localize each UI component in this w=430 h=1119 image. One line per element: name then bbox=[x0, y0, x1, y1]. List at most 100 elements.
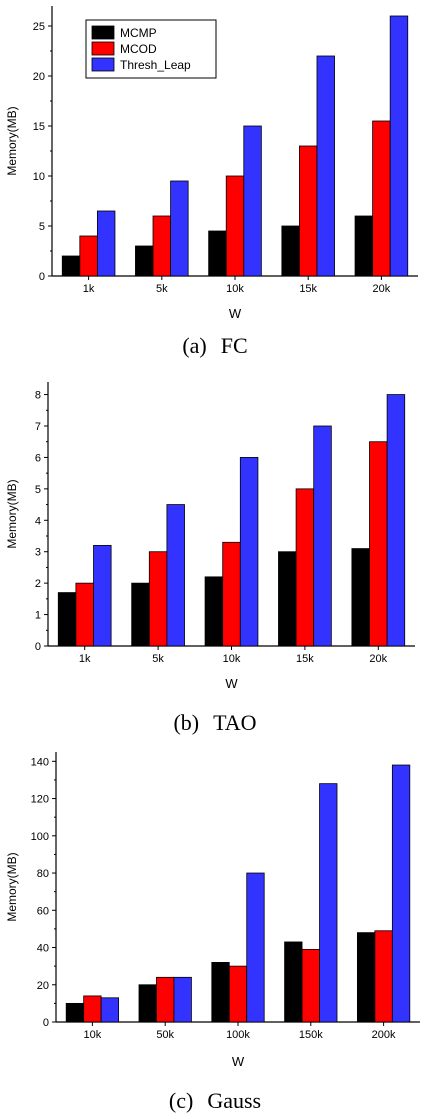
bar-mcod bbox=[369, 441, 388, 647]
x-tick-label: 15k bbox=[299, 283, 317, 295]
y-tick-label: 80 bbox=[37, 868, 49, 880]
bar-mcmp bbox=[135, 245, 154, 277]
legend-entry: Thresh_Leap bbox=[120, 58, 191, 72]
x-tick-label: 50k bbox=[156, 1029, 174, 1041]
bar-mcmp bbox=[65, 1002, 85, 1023]
y-tick-label: 3 bbox=[35, 547, 41, 559]
bar-mcmp bbox=[131, 582, 150, 647]
caption-fc: (a) FC bbox=[0, 333, 430, 359]
y-tick-label: 5 bbox=[35, 484, 41, 496]
caption-name: TAO bbox=[213, 710, 257, 735]
bar-mcmp bbox=[278, 551, 297, 647]
y-axis-label: Memory(MB) bbox=[5, 106, 19, 175]
x-tick-label: 15k bbox=[296, 653, 314, 665]
y-axis-label: Memory(MB) bbox=[5, 479, 19, 548]
bar-thresh_leap bbox=[100, 997, 120, 1023]
y-tick-label: 140 bbox=[31, 756, 49, 768]
bar-mcmp bbox=[351, 548, 370, 647]
bar-mcod bbox=[152, 215, 171, 277]
y-tick-label: 60 bbox=[37, 905, 49, 917]
bar-thresh_leap bbox=[243, 125, 262, 277]
x-tick-label: 10k bbox=[226, 283, 244, 295]
bar-thresh_leap bbox=[389, 15, 409, 277]
x-tick-label: 100k bbox=[226, 1029, 250, 1041]
bar-mcod bbox=[148, 551, 168, 647]
x-tick-label: 150k bbox=[299, 1029, 323, 1041]
caption-label: (c) bbox=[168, 1088, 194, 1113]
bar-mcmp bbox=[354, 215, 374, 277]
x-tick-label: 5k bbox=[152, 653, 164, 665]
bar-mcmp bbox=[61, 255, 81, 277]
y-tick-label: 6 bbox=[35, 452, 41, 464]
bar-mcod bbox=[301, 948, 320, 1023]
legend-entry: MCOD bbox=[120, 42, 157, 56]
y-tick-label: 25 bbox=[33, 21, 45, 33]
bar-thresh_leap bbox=[96, 210, 116, 277]
x-tick-label: 20k bbox=[369, 653, 387, 665]
legend-entry: MCMP bbox=[120, 26, 157, 40]
bar-mcmp bbox=[204, 576, 224, 647]
chart-panel-fc: 0 5 10 15 20 25 1k 5k 10k 15k 20k W Memory(MB) MCMP MC… bbox=[0, 0, 430, 372]
y-tick-label: 7 bbox=[35, 421, 41, 433]
chart-tao: 0 1 2 3 4 5 6 7 8 1k 5k 10k 15k 20k W Memory(MB) bbox=[5, 382, 415, 691]
y-tick-label: 20 bbox=[37, 980, 49, 992]
y-tick-label: 40 bbox=[37, 943, 49, 955]
bar-mcmp bbox=[57, 592, 77, 647]
y-tick-label: 4 bbox=[35, 515, 41, 527]
bar-thresh_leap bbox=[319, 783, 338, 1023]
bar-mcod bbox=[75, 582, 94, 647]
y-tick-label: 120 bbox=[31, 794, 49, 806]
bar-mcmp bbox=[211, 962, 230, 1023]
y-tick-label: 20 bbox=[33, 71, 45, 83]
y-tick-label: 100 bbox=[31, 831, 49, 843]
x-tick-label: 200k bbox=[372, 1029, 396, 1041]
bar-mcmp bbox=[284, 941, 303, 1023]
bar-mcod bbox=[372, 120, 391, 277]
x-tick-label: 10k bbox=[223, 653, 241, 665]
y-tick-label: 0 bbox=[39, 271, 45, 283]
caption-tao: (b) TAO bbox=[0, 710, 430, 736]
bar-mcod bbox=[295, 488, 315, 647]
y-tick-label: 1 bbox=[35, 610, 41, 622]
bar-mcmp bbox=[138, 984, 157, 1023]
y-tick-label: 0 bbox=[35, 641, 41, 653]
bar-mcod bbox=[299, 145, 318, 277]
caption-name: Gauss bbox=[207, 1088, 262, 1113]
legend: MCMP MCOD Thresh_Leap bbox=[85, 19, 217, 79]
bar-thresh_leap bbox=[246, 872, 265, 1023]
x-axis-label: W bbox=[225, 676, 238, 691]
chart-panel-gauss: 0 20 40 60 80 100 120 140 10k 50k 100k 150k 200k W Mem… bbox=[0, 742, 430, 1119]
y-tick-label: 5 bbox=[39, 221, 45, 233]
x-tick-label: 1k bbox=[79, 653, 91, 665]
legend-swatch bbox=[91, 41, 115, 56]
legend-swatch bbox=[91, 57, 115, 72]
bar-mcod bbox=[79, 235, 98, 277]
bar-thresh_leap bbox=[313, 425, 332, 647]
y-tick-label: 8 bbox=[35, 390, 41, 402]
bar-mcod bbox=[83, 995, 102, 1023]
bar-mcmp bbox=[356, 932, 376, 1023]
bar-thresh_leap bbox=[170, 180, 189, 277]
bar-mcod bbox=[222, 541, 241, 647]
x-axis-label: W bbox=[232, 1054, 245, 1069]
chart-panel-tao: 0 1 2 3 4 5 6 7 8 1k 5k 10k 15k 20k W Memory(MB) (b) TAO bbox=[0, 372, 430, 742]
y-axis-label: Memory(MB) bbox=[5, 852, 19, 921]
bar-mcod bbox=[225, 175, 245, 277]
y-tick-label: 2 bbox=[35, 578, 41, 590]
bar-thresh_leap bbox=[316, 55, 335, 277]
y-tick-label: 0 bbox=[43, 1017, 49, 1029]
bar-thresh_leap bbox=[93, 545, 112, 647]
bar-mcmp bbox=[281, 225, 300, 277]
bar-mcod bbox=[374, 930, 393, 1023]
bar-mcod bbox=[156, 976, 175, 1023]
caption-gauss: (c) Gauss bbox=[0, 1088, 430, 1114]
bar-thresh_leap bbox=[239, 457, 259, 647]
x-tick-label: 10k bbox=[84, 1029, 102, 1041]
legend-swatch bbox=[91, 25, 115, 40]
x-tick-label: 20k bbox=[373, 283, 391, 295]
x-tick-label: 1k bbox=[83, 283, 95, 295]
x-tick-label: 5k bbox=[156, 283, 168, 295]
x-axis-label: W bbox=[229, 306, 242, 321]
bar-thresh_leap bbox=[386, 394, 406, 647]
